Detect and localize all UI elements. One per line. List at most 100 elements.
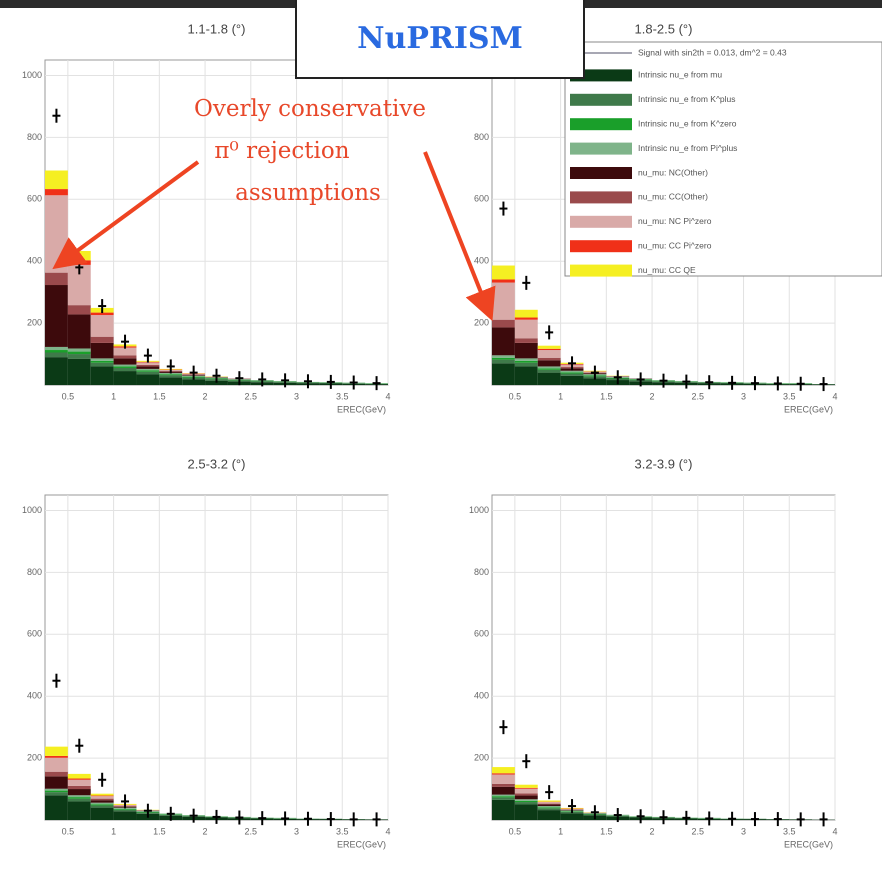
y-tick-label: 200 [474,752,489,762]
histogram-segment [136,370,160,372]
histogram-segment [537,807,561,809]
data-point [212,368,221,383]
data-point [819,812,828,827]
histogram-segment [67,779,91,786]
data-point [143,803,152,818]
x-tick-label: 1.5 [153,826,166,836]
x-tick-label: 4 [832,391,837,401]
histogram-segment [45,792,68,796]
histogram-segment [90,796,114,799]
data-point [281,811,290,826]
data-point [796,376,805,391]
data-point [659,373,668,388]
data-point [796,812,805,827]
panel-title: 1.1-1.8 (°) [188,21,246,36]
histogram-segment [537,810,561,820]
slide-title: NuPRISM [357,21,523,56]
legend-label: Intrinsic nu_e from mu [638,70,722,80]
x-tick-label: 4 [832,826,837,836]
data-point [212,809,221,824]
histogram-segment [537,366,561,369]
histogram-segment [45,746,68,756]
histogram-segment [67,348,91,352]
histogram-segment [136,364,160,367]
histogram-segment [45,771,68,777]
histogram-segment [45,790,68,793]
histogram-segment [537,800,561,802]
histogram-segment [514,366,538,385]
y-tick-label: 800 [474,132,489,142]
histogram-segment [90,315,114,337]
x-tick-label: 0.5 [62,391,75,401]
histogram-segment [90,312,114,316]
histogram-segment [45,346,68,351]
data-point [52,673,61,688]
histogram-segment [514,804,538,820]
annotation-line: Overly conservative [194,96,426,122]
legend-swatch [570,191,632,204]
x-tick-label: 2.5 [245,391,258,401]
histogram-segment [45,272,68,286]
x-tick-label: 4 [385,391,390,401]
histogram-segment [205,380,228,385]
y-tick-label: 400 [474,691,489,701]
x-tick-label: 3 [741,391,746,401]
x-tick-label: 0.5 [509,826,522,836]
histogram-segment [67,305,91,315]
histogram-segment [514,358,538,361]
histogram-segment [113,358,137,365]
data-point [705,811,714,826]
x-tick-label: 0.5 [509,391,522,401]
histogram-segment [113,364,137,367]
data-point [682,374,691,389]
x-tick-label: 2.5 [692,826,705,836]
x-tick-label: 0.5 [62,826,75,836]
histogram-segment [492,357,515,360]
histogram-segment [537,803,561,805]
histogram-segment [560,373,584,376]
histogram-segment [113,809,137,812]
histogram-segment [45,776,68,789]
legend-label: nu_mu: CC(Other) [638,192,708,202]
histogram-segment [67,797,91,799]
x-tick-label: 2 [650,826,655,836]
y-tick-label: 1000 [469,505,489,515]
plot-area [44,494,389,821]
data-point [75,738,84,753]
data-point [728,375,737,390]
histogram-segment [45,357,68,385]
histogram-segment [514,793,538,796]
data-point [522,754,531,769]
histogram-segment [492,282,515,320]
data-point [773,376,782,391]
histogram-segment [90,805,114,808]
data-point [568,356,577,371]
data-point [166,806,175,821]
data-point [121,794,130,809]
histogram-segment [514,360,538,363]
histogram-segment [514,800,538,803]
histogram-segment [67,264,91,306]
y-tick-label: 200 [27,752,42,762]
annotation-line: assumptions [235,180,381,206]
histogram-segment [90,798,114,801]
histogram-segment [90,802,114,805]
data-point [372,812,381,827]
x-tick-label: 1.5 [600,391,613,401]
data-point [235,371,244,386]
legend-label: nu_mu: CC Pi^zero [638,240,712,250]
histogram-segment [492,359,515,364]
histogram-segment [113,367,137,372]
histogram-segment [136,371,160,375]
plot-area [491,494,836,821]
histogram-segment [514,342,538,359]
histogram-segment [492,799,515,820]
histogram-segment [90,360,114,363]
panel-title: 1.8-2.5 (°) [635,21,693,36]
data-point [166,359,175,374]
histogram-segment [90,358,114,361]
histogram-segment [537,802,561,804]
histogram-segment [136,374,160,385]
y-tick-label: 1000 [22,505,42,515]
x-tick-label: 2 [203,391,208,401]
